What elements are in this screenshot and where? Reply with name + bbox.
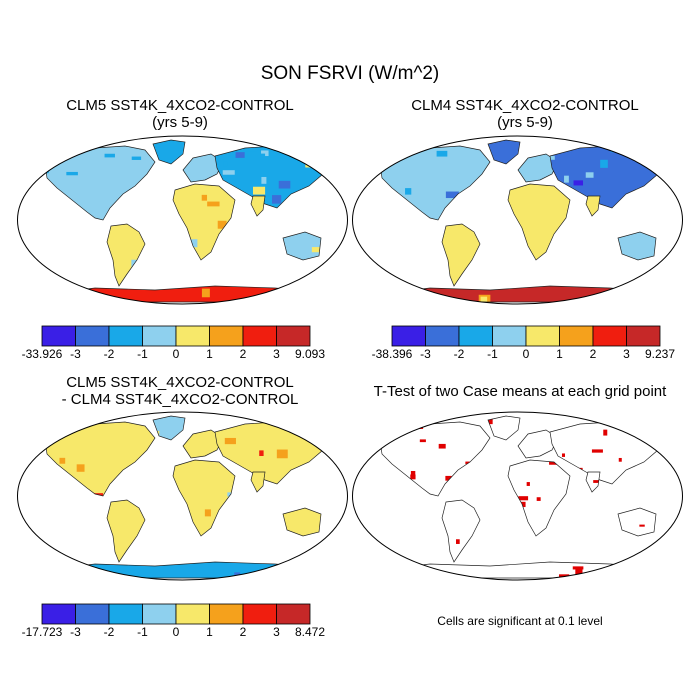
panel-2-title: CLM4 SST4K_4XCO2-CONTROL (yrs 5-9) — [365, 97, 685, 131]
panel-2-title-line1: CLM4 SST4K_4XCO2-CONTROL — [411, 97, 639, 114]
map-border — [17, 411, 348, 581]
map-border — [17, 135, 348, 305]
colorbar-swatch — [108, 325, 143, 347]
colorbar-tick-label: 3 — [623, 347, 630, 361]
colorbar-swatch — [75, 325, 110, 347]
panel-3-title-line2: - CLM4 SST4K_4XCO2-CONTROL — [61, 391, 299, 408]
panel-3-title: CLM5 SST4K_4XCO2-CONTROL - CLM4 SST4K_4X… — [20, 374, 340, 408]
colorbar-tick-label: -1 — [137, 347, 148, 361]
colorbar-tick-label: 0 — [523, 347, 530, 361]
colorbar-swatch — [142, 325, 177, 347]
colorbar-tick-label: -2 — [104, 625, 115, 639]
panel-1-title-line2: (yrs 5-9) — [152, 114, 208, 131]
panel-3-title-line1: CLM5 SST4K_4XCO2-CONTROL — [66, 374, 294, 391]
colorbar-swatch — [242, 325, 277, 347]
colorbar-tick-label: -2 — [104, 347, 115, 361]
colorbar-tick-label: -3 — [70, 625, 81, 639]
land-india — [585, 471, 601, 493]
colorbar-tick-label: 1 — [556, 347, 563, 361]
colorbar-tick-label: -38.396 — [372, 347, 413, 361]
land-australia — [282, 507, 322, 537]
colorbar-tick-label: 8.472 — [295, 625, 325, 639]
map-ttest — [352, 411, 683, 581]
colorbar-swatch — [626, 325, 661, 347]
land-australia — [617, 231, 657, 261]
land-india — [250, 195, 266, 217]
colorbar-tick-label: 3 — [273, 625, 280, 639]
land-greenland — [487, 415, 521, 441]
colorbar-tick-label: 1 — [206, 625, 213, 639]
map-border — [352, 135, 683, 305]
colorbar-swatch — [492, 325, 527, 347]
colorbar-tick-label: 9.093 — [295, 347, 325, 361]
map-border — [352, 411, 683, 581]
panel-4-title: T-Test of two Case means at each grid po… — [345, 383, 695, 400]
map-difference — [17, 411, 348, 581]
colorbar-clm5: -33.926 -3 -2 -1 0 1 2 3 9.093 — [22, 325, 325, 361]
colorbar-clm4: -38.396 -3 -2 -1 0 1 2 3 9.237 — [372, 325, 675, 361]
colorbar-swatch — [425, 325, 460, 347]
colorbar-tick-label: 2 — [240, 347, 247, 361]
colorbar-swatch — [209, 325, 244, 347]
colorbar-tick-label: -17.723 — [22, 625, 63, 639]
colorbar-swatch — [142, 603, 177, 625]
map-clm4 — [352, 135, 683, 305]
colorbar-swatch — [41, 325, 76, 347]
colorbar-swatch — [276, 325, 311, 347]
colorbar-tick-label: -1 — [137, 625, 148, 639]
colorbar-tick-label: 0 — [173, 625, 180, 639]
colorbar-swatch — [391, 325, 426, 347]
colorbar-tick-label: 9.237 — [645, 347, 675, 361]
land-australia — [617, 507, 657, 537]
colorbar-swatch — [592, 325, 627, 347]
colorbar-tick-label: 2 — [240, 625, 247, 639]
land-africa — [172, 183, 236, 261]
colorbar-tick-label: 2 — [590, 347, 597, 361]
land-india — [250, 471, 266, 493]
colorbar-swatch — [175, 325, 210, 347]
colorbar-tick-label: 1 — [206, 347, 213, 361]
colorbar-swatch — [41, 603, 76, 625]
significance-note: Cells are significant at 0.1 level — [437, 614, 603, 628]
colorbar-swatch — [209, 603, 244, 625]
colorbar-swatch — [458, 325, 493, 347]
land-south-america — [106, 499, 146, 563]
figure-title: SON FSRVI (W/m^2) — [260, 63, 440, 84]
map-clm5 — [17, 135, 348, 305]
colorbar-swatch — [242, 603, 277, 625]
colorbar-swatch — [175, 603, 210, 625]
colorbar-tick-label: -33.926 — [22, 347, 63, 361]
panel-1-title: CLM5 SST4K_4XCO2-CONTROL (yrs 5-9) — [20, 97, 340, 131]
colorbar-difference: -17.723 -3 -2 -1 0 1 2 3 8.472 — [22, 603, 325, 639]
colorbar-swatch — [559, 325, 594, 347]
colorbar-swatch — [525, 325, 560, 347]
colorbar-tick-label: -2 — [454, 347, 465, 361]
colorbar-tick-label: 3 — [273, 347, 280, 361]
colorbar-tick-label: 0 — [173, 347, 180, 361]
colorbar-swatch — [75, 603, 110, 625]
colorbar-tick-label: -3 — [70, 347, 81, 361]
colorbar-swatch — [108, 603, 143, 625]
panel-2-title-line2: (yrs 5-9) — [497, 114, 553, 131]
panel-4-title-line1: T-Test of two Case means at each grid po… — [373, 383, 667, 400]
land-india — [585, 195, 601, 217]
colorbar-tick-label: -3 — [420, 347, 431, 361]
colorbar-swatch — [276, 603, 311, 625]
land-greenland — [487, 139, 521, 165]
panel-1-title-line1: CLM5 SST4K_4XCO2-CONTROL — [66, 97, 294, 114]
colorbar-tick-label: -1 — [487, 347, 498, 361]
